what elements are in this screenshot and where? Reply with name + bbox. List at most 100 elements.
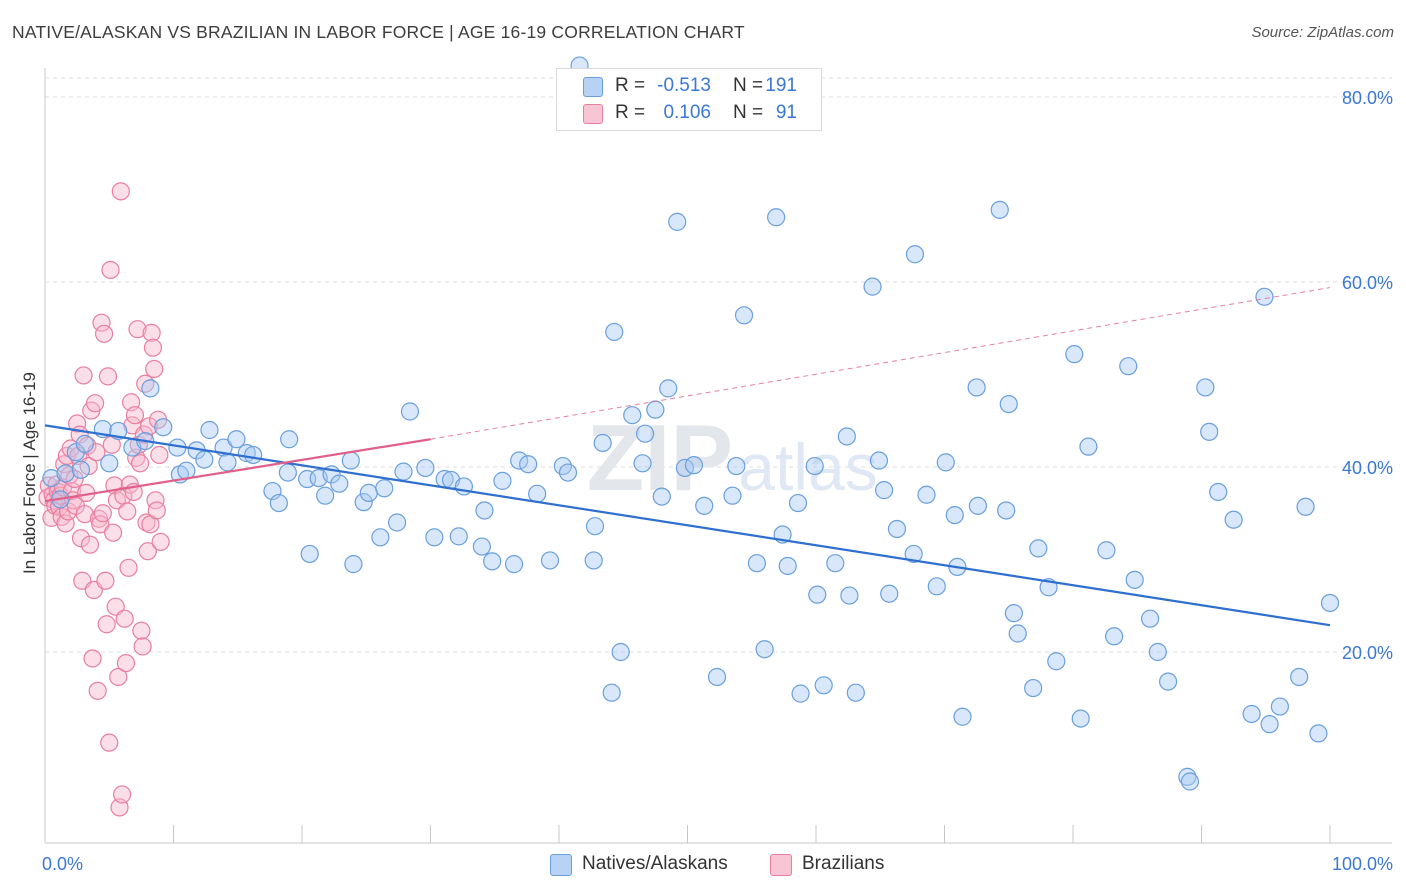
brazilians-point xyxy=(71,529,91,548)
natives-point xyxy=(826,554,845,573)
natives-point xyxy=(1065,345,1084,364)
y-tick-label-20: 20.0% xyxy=(1342,643,1393,663)
brazilians-point xyxy=(115,609,134,628)
natives-point xyxy=(1260,715,1279,734)
natives-point xyxy=(218,453,237,472)
natives-point xyxy=(154,418,173,437)
natives-point xyxy=(1008,624,1027,643)
x-tick-label-0: 0.0% xyxy=(42,854,83,874)
natives-point xyxy=(1004,604,1023,623)
natives-point xyxy=(767,208,786,227)
natives-point xyxy=(528,484,547,503)
brazilians-point xyxy=(93,504,112,523)
r-label: R = xyxy=(615,75,646,96)
natives-point xyxy=(519,455,538,474)
natives-point xyxy=(1180,772,1200,791)
natives-point xyxy=(880,584,899,603)
r-value: 0.106 xyxy=(663,102,711,123)
natives-point xyxy=(808,585,827,604)
brazilians-point xyxy=(88,681,107,700)
brazilians-legend-label: Brazilians xyxy=(802,853,885,874)
brazilians-point xyxy=(125,406,145,425)
natives-point xyxy=(278,463,297,482)
natives-point xyxy=(42,469,61,488)
natives-point xyxy=(635,424,655,443)
natives-point xyxy=(1290,667,1309,687)
natives-point xyxy=(727,456,746,476)
natives-point xyxy=(100,454,119,473)
natives-point xyxy=(195,450,214,469)
brazilians-point xyxy=(92,313,111,332)
natives-point xyxy=(483,552,502,571)
legend-row-natives: R = -0.513 N = 191 xyxy=(557,73,821,99)
natives-point xyxy=(652,487,671,506)
brazilians-point xyxy=(147,501,166,520)
natives-point xyxy=(668,212,687,231)
brazilians-point xyxy=(104,523,123,542)
y-axis-label-wrap: In Labor Force | Age 16-19 xyxy=(20,372,222,594)
brazilians-trend-line xyxy=(44,438,431,503)
natives-point xyxy=(1119,357,1138,376)
n-value: 191 xyxy=(765,75,797,96)
natives-point xyxy=(244,445,263,465)
n-label: N = xyxy=(733,102,764,123)
brazilians-point xyxy=(119,558,138,577)
natives-point xyxy=(1148,642,1167,662)
y-axis-label: In Labor Force | Age 16-19 xyxy=(20,372,39,574)
natives-point xyxy=(493,471,512,490)
natives-point xyxy=(990,200,1009,219)
brazilians-point xyxy=(109,667,128,687)
natives-point xyxy=(387,513,407,532)
natives-point xyxy=(623,406,642,425)
brazilians-trend-extension xyxy=(430,287,1331,440)
tick-labels: 20.0% 40.0% 60.0% 80.0% 0.0% 100.0% xyxy=(42,88,1393,874)
natives-point xyxy=(371,528,390,547)
natives-point xyxy=(584,551,603,570)
natives-trend-line xyxy=(44,424,1331,627)
natives-point xyxy=(659,379,678,398)
natives-legend-swatch xyxy=(550,854,572,876)
brazilians-swatch xyxy=(583,104,603,124)
natives-point xyxy=(504,555,524,574)
natives-point xyxy=(945,505,964,525)
natives-point xyxy=(904,544,923,564)
watermark-zip: ZIP xyxy=(587,405,733,510)
natives-point xyxy=(953,707,972,726)
natives-point xyxy=(1140,609,1160,628)
n-label: N = xyxy=(733,75,764,96)
natives-point xyxy=(1242,704,1261,724)
natives-point xyxy=(558,463,578,482)
natives-point xyxy=(875,481,894,500)
natives-point xyxy=(936,453,955,472)
brazilians-point xyxy=(112,785,132,804)
natives-point xyxy=(200,420,219,440)
r-label: R = xyxy=(615,102,646,123)
natives-point xyxy=(344,555,363,574)
natives-point xyxy=(999,395,1018,414)
natives-point xyxy=(633,454,652,473)
natives-point xyxy=(917,485,936,504)
brazilians-point xyxy=(138,542,157,561)
natives-point xyxy=(723,486,742,505)
natives-point xyxy=(1105,627,1124,646)
x-tick-label-100: 100.0% xyxy=(1332,854,1393,874)
natives-point xyxy=(605,322,624,342)
natives-point xyxy=(71,460,91,479)
brazilians-point xyxy=(101,260,120,280)
brazilians-point xyxy=(142,323,161,342)
natives-point xyxy=(905,245,925,264)
r-value: -0.513 xyxy=(657,75,711,96)
brazilians-point xyxy=(132,621,151,640)
natives-point xyxy=(1200,422,1219,441)
natives-point xyxy=(425,528,444,547)
brazilians-point xyxy=(65,469,84,489)
natives-point xyxy=(968,496,988,515)
natives-point xyxy=(1029,539,1048,558)
natives-point xyxy=(300,544,319,564)
natives-point xyxy=(400,402,420,421)
natives-point xyxy=(1079,437,1098,456)
natives-point xyxy=(695,496,714,515)
natives-point xyxy=(684,456,704,475)
natives-point xyxy=(510,451,529,470)
brazilians-point xyxy=(143,338,163,357)
